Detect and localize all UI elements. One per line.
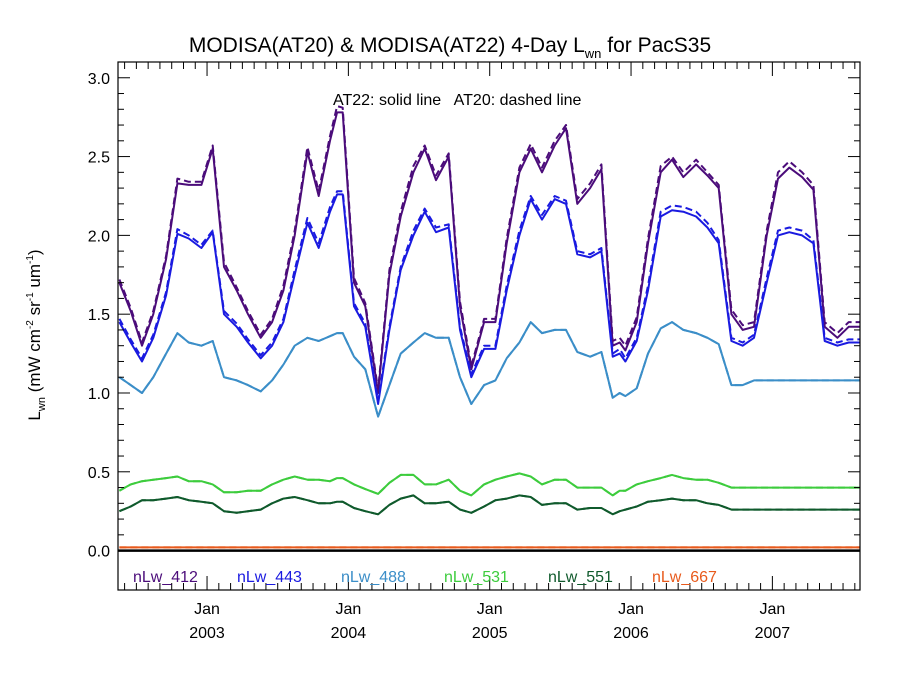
series-line-nlw-488-solid [118, 321, 860, 418]
x-tick-label-month-2003: Jan [194, 601, 220, 618]
legend-label-nlw-443: nLw_443 [237, 569, 302, 586]
legend-label-nlw-412: nLw_412 [133, 569, 198, 586]
x-tick-label-year-2003: 2003 [189, 625, 225, 642]
y-tick-label-2-0: 2.0 [88, 228, 110, 245]
y-axis-label: Lwn (mW cm-2 sr-1 um-1) [25, 249, 48, 420]
line-style-annotation: AT22: solid line AT20: dashed line [333, 92, 582, 109]
x-tick-label-year-2006: 2006 [613, 625, 649, 642]
series-line-nlw-443-dashed [118, 190, 860, 402]
x-tick-label-month-2006: Jan [618, 601, 644, 618]
y-tick-label-0-5: 0.5 [88, 465, 110, 482]
x-tick-label-year-2005: 2005 [472, 625, 508, 642]
y-label-exp-1: -2 [25, 320, 36, 329]
y-label-units-3: um [25, 264, 44, 292]
y-tick-label-1-5: 1.5 [88, 307, 110, 324]
y-label-l: L [25, 411, 44, 420]
legend-label-nlw-551: nLw_551 [548, 569, 613, 586]
legend-label-nlw-531: nLw_531 [444, 569, 509, 586]
x-tick-label-month-2005: Jan [477, 601, 503, 618]
y-label-exp-3: -1 [25, 255, 36, 264]
y-label-exp-2: -1 [25, 292, 36, 301]
series-line-nlw-412-dashed [118, 105, 860, 391]
chart-title-prefix: MODISA(AT20) & MODISA(AT22) 4-Day L [189, 34, 585, 57]
y-label-units-1: (mW cm [25, 329, 44, 397]
y-tick-label-3-0: 3.0 [88, 71, 110, 88]
chart-title-subscript: wn [584, 46, 602, 61]
y-label-wn: wn [36, 397, 48, 412]
x-tick-label-year-2004: 2004 [331, 625, 367, 642]
series-line-nlw-412-solid [118, 111, 860, 394]
plot-frame [117, 61, 861, 591]
x-tick-label-month-2007: Jan [759, 601, 785, 618]
chart-title-suffix: for PacS35 [601, 34, 711, 57]
y-tick-label-1-0: 1.0 [88, 386, 110, 403]
chart-title: MODISA(AT20) & MODISA(AT22) 4-Day Lwn fo… [189, 34, 711, 61]
x-tick-label-year-2007: 2007 [755, 625, 791, 642]
y-label-units-2: sr [25, 301, 44, 320]
series-line-nlw-443-solid [118, 193, 860, 405]
plot-area: 0.0 0.5 1.0 1.5 2.0 2.5 3.0 Jan 2003 Jan 2004 Jan 20… [88, 61, 861, 642]
x-tick-label-month-2004: Jan [335, 601, 361, 618]
legend-label-nlw-488: nLw_488 [341, 569, 406, 586]
series-line-nlw-531-solid [118, 472, 860, 497]
series-line-nlw-551-solid [119, 494, 860, 516]
y-tick-label-0-0: 0.0 [88, 544, 110, 561]
legend-label-nlw-667: nLw_667 [652, 569, 717, 586]
y-label-units-4: ) [25, 249, 44, 255]
y-tick-label-2-5: 2.5 [88, 150, 110, 167]
series-line-nlw-488-dashed [118, 321, 860, 418]
